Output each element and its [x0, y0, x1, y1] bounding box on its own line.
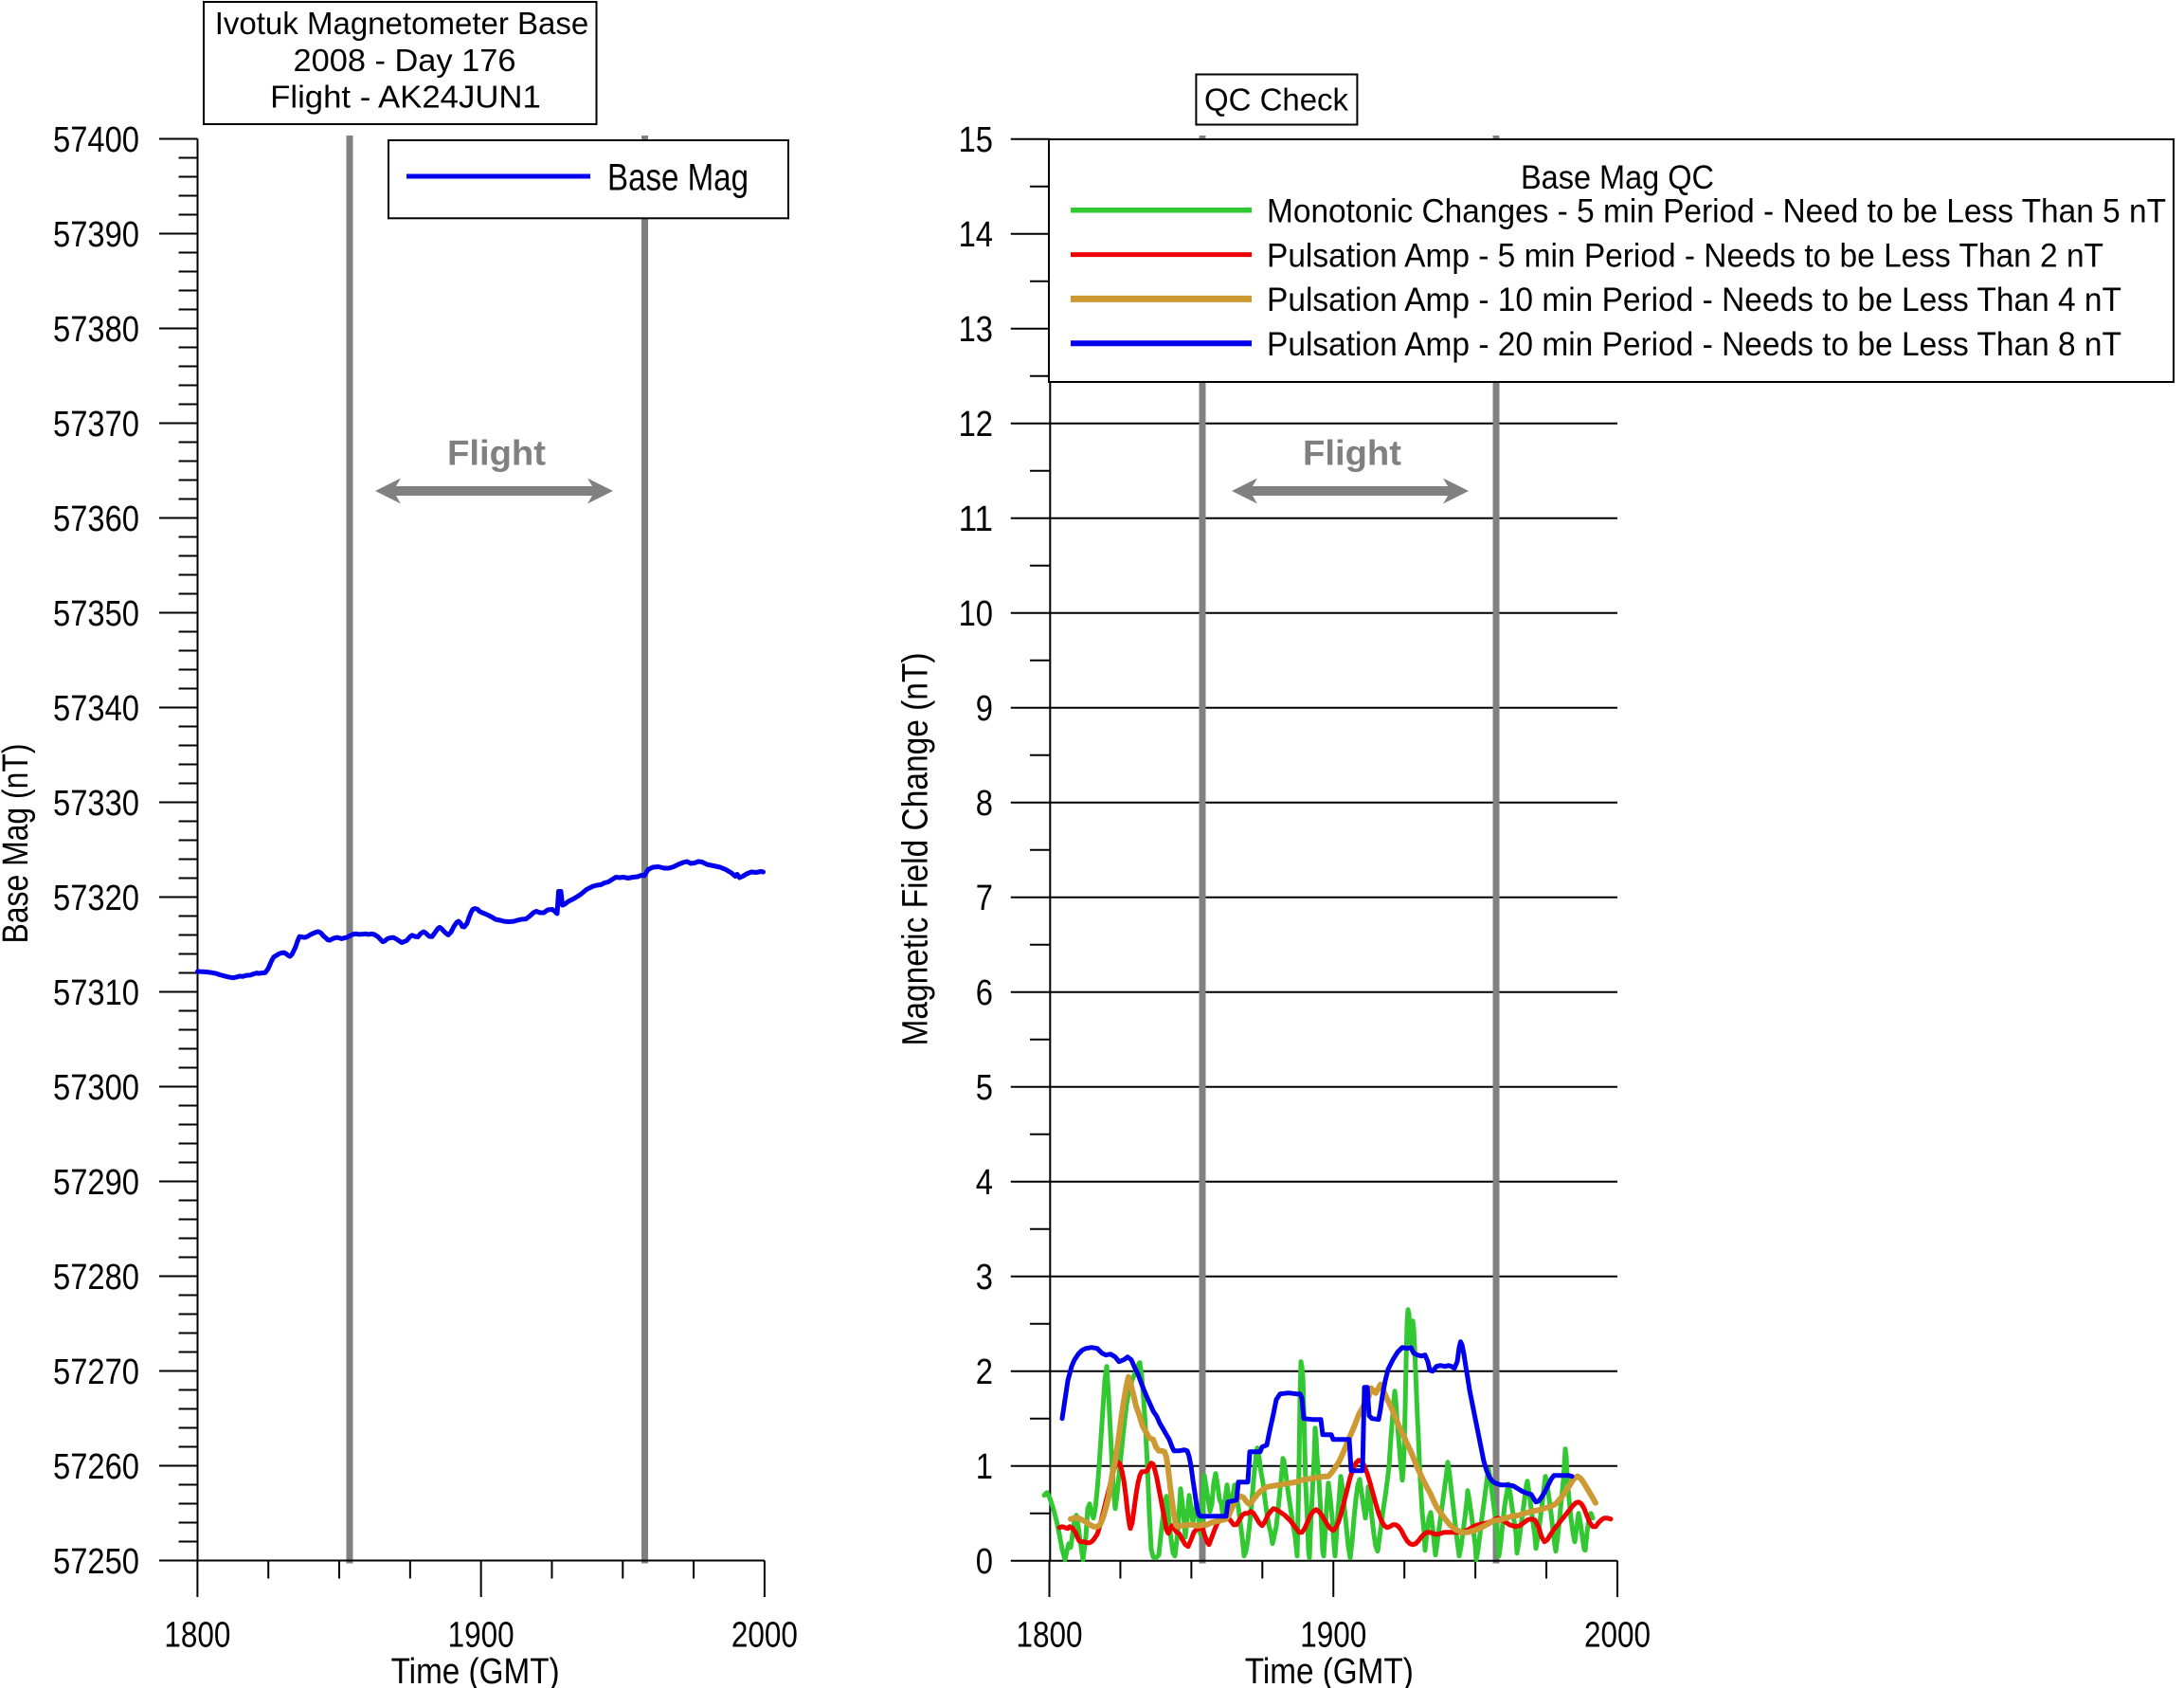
svg-text:57290: 57290 — [53, 1163, 139, 1203]
svg-text:2: 2 — [976, 1352, 993, 1392]
svg-text:3: 3 — [976, 1258, 993, 1298]
svg-text:57390: 57390 — [53, 215, 139, 255]
svg-text:11: 11 — [959, 499, 993, 539]
svg-text:57370: 57370 — [53, 405, 139, 445]
svg-text:Pulsation Amp - 10 min Period: Pulsation Amp - 10 min Period - Needs to… — [1267, 281, 2121, 318]
svg-text:1: 1 — [976, 1447, 993, 1487]
svg-text:Time (GMT): Time (GMT) — [1245, 1652, 1414, 1688]
svg-text:14: 14 — [959, 215, 993, 255]
svg-text:10: 10 — [959, 594, 993, 634]
svg-text:Monotonic Changes - 5 min Peri: Monotonic Changes - 5 min Period - Need … — [1267, 193, 2166, 230]
svg-text:57350: 57350 — [53, 594, 139, 634]
svg-text:1800: 1800 — [1017, 1616, 1083, 1656]
svg-text:57280: 57280 — [53, 1258, 139, 1298]
svg-text:2008 - Day 176: 2008 - Day 176 — [294, 43, 516, 78]
svg-text:57340: 57340 — [53, 689, 139, 729]
svg-text:0: 0 — [976, 1542, 993, 1582]
svg-text:Ivotuk Magnetometer Base: Ivotuk Magnetometer Base — [215, 6, 589, 41]
svg-text:57400: 57400 — [53, 120, 139, 160]
svg-text:1900: 1900 — [448, 1616, 514, 1656]
svg-text:QC Check: QC Check — [1204, 82, 1348, 118]
svg-text:57320: 57320 — [53, 879, 139, 918]
svg-text:Time (GMT): Time (GMT) — [391, 1652, 560, 1688]
svg-text:Base Mag (nT): Base Mag (nT) — [0, 744, 36, 944]
svg-text:Flight - AK24JUN1: Flight - AK24JUN1 — [270, 80, 541, 115]
svg-text:15: 15 — [959, 120, 993, 160]
svg-text:57310: 57310 — [53, 973, 139, 1013]
svg-text:57250: 57250 — [53, 1542, 139, 1582]
svg-text:57260: 57260 — [53, 1447, 139, 1487]
svg-text:6: 6 — [976, 973, 993, 1013]
svg-text:5: 5 — [976, 1068, 993, 1108]
svg-text:Pulsation Amp - 20 min Period: Pulsation Amp - 20 min Period - Needs to… — [1267, 326, 2121, 363]
svg-text:12: 12 — [959, 405, 993, 445]
svg-text:57330: 57330 — [53, 784, 139, 824]
svg-text:8: 8 — [976, 784, 993, 824]
svg-text:Magnetic Field Change (nT): Magnetic Field Change (nT) — [896, 653, 936, 1046]
svg-text:57360: 57360 — [53, 499, 139, 539]
svg-text:13: 13 — [959, 310, 993, 350]
svg-text:1800: 1800 — [164, 1616, 230, 1656]
svg-text:4: 4 — [976, 1163, 993, 1203]
svg-text:9: 9 — [976, 689, 993, 729]
svg-text:57380: 57380 — [53, 310, 139, 350]
svg-text:2000: 2000 — [1584, 1616, 1651, 1656]
svg-text:7: 7 — [976, 879, 993, 918]
svg-text:Base Mag QC: Base Mag QC — [1521, 159, 1714, 196]
svg-text:57300: 57300 — [53, 1068, 139, 1108]
svg-text:Flight: Flight — [1303, 434, 1401, 473]
svg-text:57270: 57270 — [53, 1352, 139, 1392]
svg-text:Flight: Flight — [447, 434, 546, 473]
svg-text:Base Mag: Base Mag — [607, 157, 749, 199]
svg-text:Pulsation Amp - 5 min Period -: Pulsation Amp - 5 min Period - Needs to … — [1267, 237, 2103, 274]
svg-text:1900: 1900 — [1300, 1616, 1366, 1656]
svg-text:2000: 2000 — [731, 1616, 798, 1656]
